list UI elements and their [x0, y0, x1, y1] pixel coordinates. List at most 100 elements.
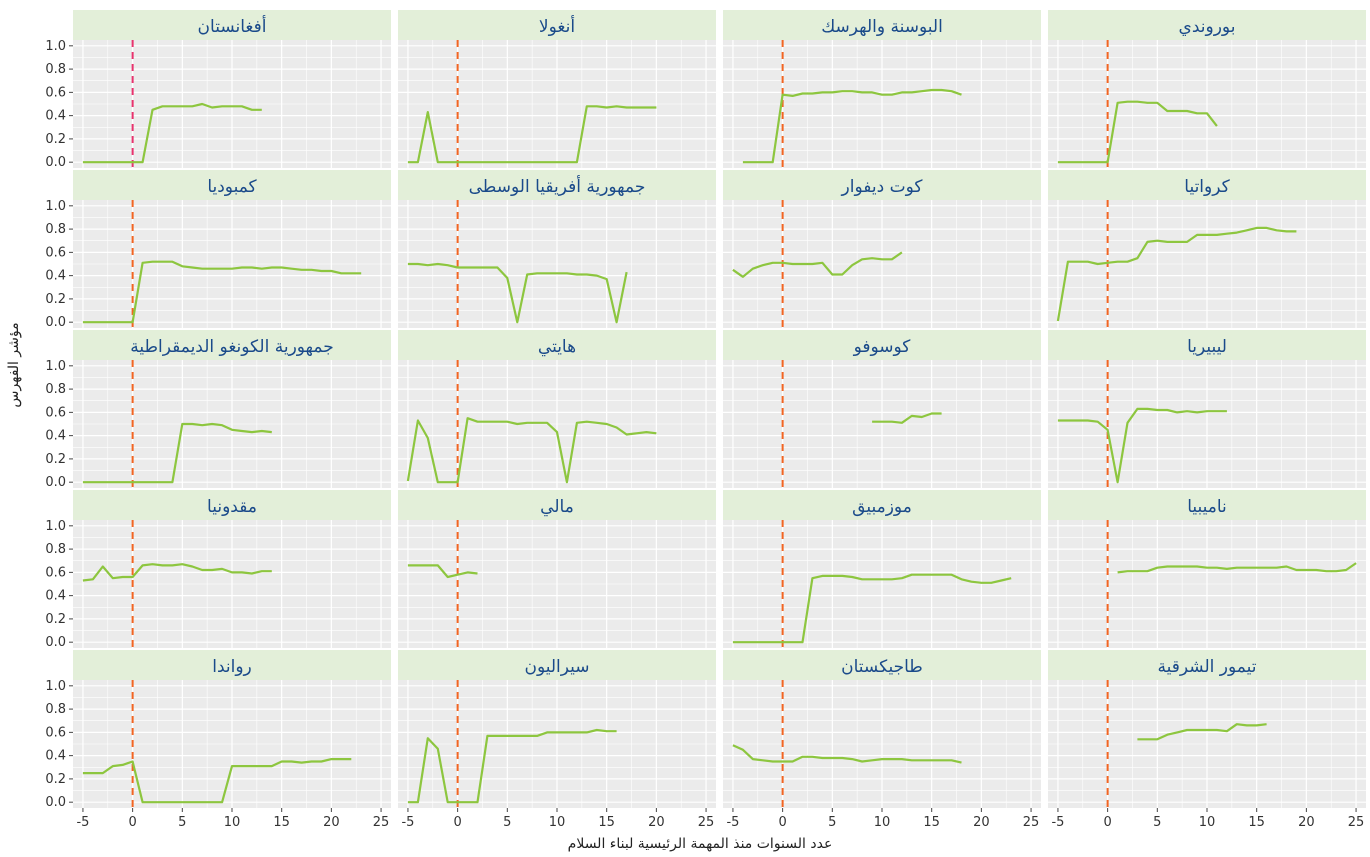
panel: كمبوديا	[73, 170, 391, 328]
y-tick-label: 1.0	[45, 519, 66, 534]
panel-strip	[723, 490, 1041, 520]
panel-title: رواندا	[212, 657, 252, 677]
panel-strip	[723, 10, 1041, 40]
series-line	[82, 757, 352, 804]
panel: موزمبيق	[723, 490, 1041, 648]
series-line	[732, 573, 1012, 644]
x-tick-label: 25	[698, 815, 715, 830]
panel-strip	[1048, 650, 1366, 680]
y-tick-label: 0.4	[45, 429, 66, 444]
y-tick-label: 0.6	[45, 245, 66, 260]
series-line	[407, 262, 628, 324]
panel: كرواتيا	[1048, 170, 1366, 328]
y-tick-label: 0.4	[45, 749, 66, 764]
x-tick-label: 15	[1248, 815, 1265, 830]
panel: هايتي	[398, 330, 716, 488]
panel-title: هايتي	[538, 337, 576, 357]
x-tick-label: 15	[273, 815, 290, 830]
panel-title: كمبوديا	[207, 177, 257, 197]
series-line	[1117, 562, 1357, 574]
x-tick-label: 10	[874, 815, 891, 830]
panel: بوروندي	[1048, 10, 1366, 168]
panel-title: كرواتيا	[1184, 177, 1230, 197]
panel-title: أفغانستان	[198, 15, 267, 37]
series-line	[82, 102, 262, 164]
x-tick-label: 20	[648, 815, 665, 830]
panel-title: طاجيكستان	[841, 657, 923, 677]
panel: طاجيكستان	[723, 650, 1041, 808]
panel-strip	[1048, 170, 1366, 200]
panel-title: جمهورية الكونغو الديمقراطية	[130, 337, 333, 357]
panel-title: ليبيريا	[1187, 337, 1227, 357]
panel-title: مالي	[540, 497, 574, 517]
y-tick-label: 0.4	[45, 109, 66, 124]
series-line	[82, 260, 362, 324]
panel: ليبيريا	[1048, 330, 1366, 488]
x-tick-label: 0	[453, 815, 461, 830]
panel-strip	[398, 650, 716, 680]
x-tick-label: 20	[323, 815, 340, 830]
series-line	[1057, 100, 1218, 164]
panel: كوت ديفوار	[723, 170, 1041, 328]
y-tick-label: 0.2	[45, 612, 66, 627]
y-axis: 0.0 0.2 0.4 0.6 0.8 1.0 0.0 0.2 0.4 0.6 0.8 1.0 0.0 0…	[45, 39, 73, 810]
y-tick-label: 0.6	[45, 405, 66, 420]
panel: ناميبيا	[1048, 490, 1366, 648]
panel: أفغانستان	[73, 10, 391, 168]
series-line	[406, 417, 657, 484]
y-tick-label: 0.6	[45, 85, 66, 100]
x-tick-label: 25	[1348, 815, 1365, 830]
x-tick-label: 0	[128, 815, 136, 830]
panel-strip	[1048, 10, 1366, 40]
panel: كوسوفو	[723, 330, 1041, 488]
panel-strip	[1048, 490, 1366, 520]
y-tick-label: 0.6	[45, 725, 66, 740]
y-tick-label: 0.0	[45, 475, 66, 490]
series-line	[82, 422, 272, 484]
panel-title: موزمبيق	[852, 497, 912, 517]
x-tick-label: 15	[598, 815, 615, 830]
y-tick-label: 0.8	[45, 222, 66, 237]
x-tick-label: 10	[1199, 815, 1216, 830]
panel-title: جمهورية أفريقيا الوسطى	[469, 175, 646, 197]
panel-title: أنغولا	[539, 15, 575, 37]
panel-title: كوسوفو	[853, 337, 912, 357]
y-tick-label: 0.0	[45, 635, 66, 650]
series-line	[742, 88, 962, 164]
x-tick-label: -5	[401, 815, 414, 830]
panel-strip	[1048, 330, 1366, 360]
y-tick-label: 0.2	[45, 292, 66, 307]
y-tick-label: 0.8	[45, 542, 66, 557]
panel-strip	[398, 330, 716, 360]
panel-title: تيمور الشرقية	[1158, 657, 1257, 677]
y-tick-label: 0.2	[45, 772, 66, 787]
x-tick-label: 10	[224, 815, 241, 830]
panel-title: سيراليون	[524, 657, 589, 677]
panel: رواندا	[73, 650, 391, 808]
y-tick-label: 1.0	[45, 359, 66, 374]
x-tick-label: 5	[1153, 815, 1161, 830]
x-tick-label: 0	[778, 815, 786, 830]
panel-strip	[398, 490, 716, 520]
series-line	[732, 251, 903, 278]
panel-strip	[73, 330, 391, 360]
panel-strip	[723, 170, 1041, 200]
y-tick-label: 0.2	[45, 132, 66, 147]
x-tick-label: 5	[503, 815, 511, 830]
panel: مالي	[398, 490, 716, 648]
x-tick-label: 5	[828, 815, 836, 830]
x-tick-label: 20	[973, 815, 990, 830]
y-tick-label: 0.0	[45, 155, 66, 170]
y-axis-title: مؤشر الفهرس	[6, 322, 22, 407]
series-line	[872, 412, 942, 424]
series-line	[407, 728, 617, 804]
y-tick-label: 0.4	[45, 589, 66, 604]
y-tick-label: 1.0	[45, 679, 66, 694]
x-tick-label: 15	[923, 815, 940, 830]
y-tick-label: 0.8	[45, 702, 66, 717]
panel: أنغولا	[398, 10, 716, 168]
series-line	[1137, 723, 1267, 741]
panel-strip	[73, 10, 391, 40]
x-axis-title: عدد السنوات منذ المهمة الرئيسية لبناء ال…	[568, 836, 833, 852]
y-tick-label: 0.0	[45, 795, 66, 810]
